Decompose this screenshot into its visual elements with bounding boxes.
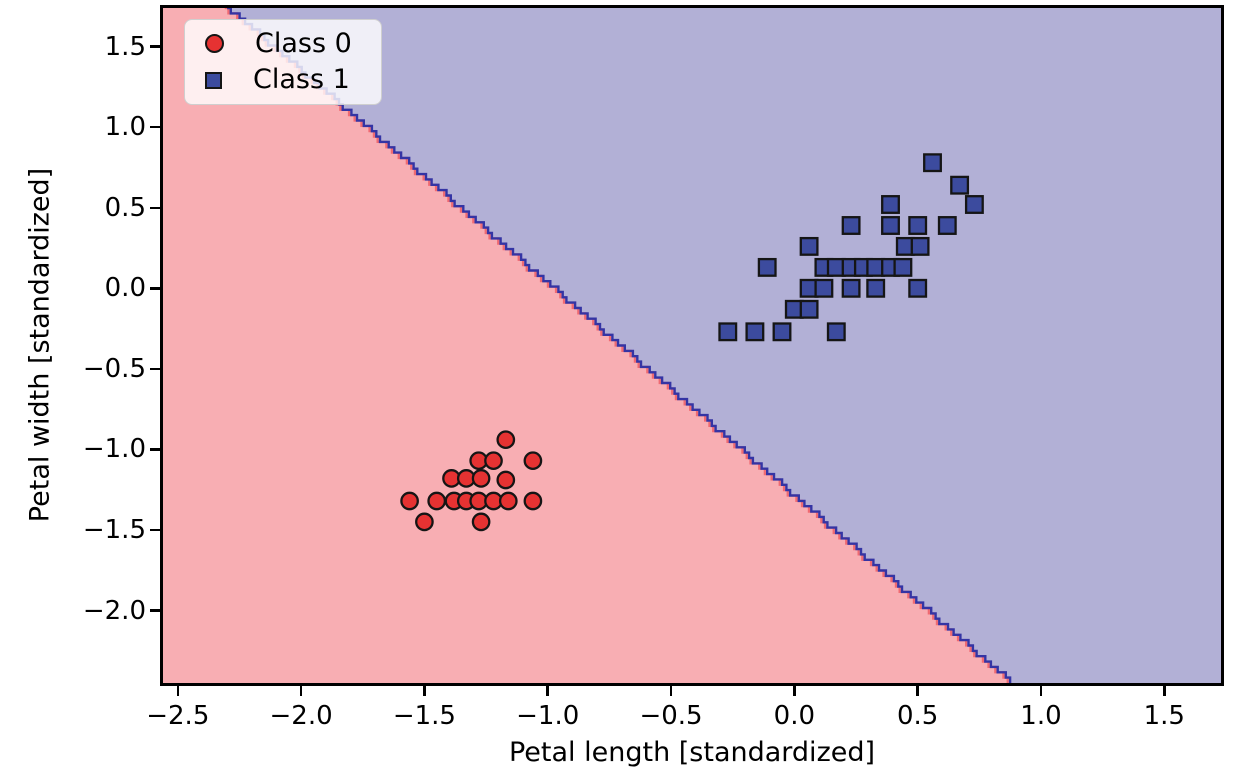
class-0-point [471, 469, 491, 488]
legend: Class 0 Class 1 [184, 19, 382, 105]
class-1-point [826, 322, 846, 342]
class-1-point [799, 299, 819, 319]
class-0-point [496, 470, 516, 490]
class-1-point [908, 278, 928, 298]
x-tick-mark [546, 686, 549, 696]
y-tick-label: 0.5 [104, 192, 146, 223]
class-0-point [498, 491, 518, 511]
class-0-circle-icon [205, 34, 224, 54]
x-tick-label: −2.0 [269, 701, 333, 731]
y-tick-label: −1.0 [82, 434, 146, 465]
x-tick-label: 0.0 [773, 701, 816, 731]
y-axis-label: Petal width [standardized] [24, 167, 56, 523]
y-tick-mark [150, 45, 160, 48]
y-tick-label: −2.0 [82, 595, 146, 626]
class-1-point [881, 195, 900, 214]
class-1-point [937, 216, 957, 235]
class-0-point [496, 430, 516, 450]
region-class-1 [227, 8, 1221, 683]
class-1-point [718, 322, 738, 342]
class-1-point [893, 257, 913, 277]
legend-label-class-0: Class 0 [255, 27, 352, 59]
y-tick-mark [150, 125, 160, 129]
class-1-point [950, 175, 970, 195]
class-0-point [484, 451, 503, 471]
y-tick-mark [150, 287, 160, 290]
decision-boundary-red-edge [224, 8, 1009, 683]
x-tick-mark [176, 686, 180, 696]
class-0-point [415, 512, 434, 532]
legend-label-class-1: Class 1 [253, 64, 350, 96]
class-1-point [923, 153, 942, 173]
class-1-point [757, 257, 777, 277]
legend-entry-class-1: Class 1 [205, 65, 381, 95]
y-tick-label: 1.5 [104, 31, 146, 62]
y-tick-mark [150, 206, 160, 209]
x-tick-mark [299, 686, 303, 696]
x-tick-label: −1.0 [516, 701, 580, 731]
x-tick-label: −1.5 [392, 701, 456, 731]
class-1-point [866, 278, 886, 298]
x-tick-label: 1.5 [1143, 701, 1185, 731]
x-tick-mark [669, 686, 673, 696]
x-tick-mark [916, 686, 919, 696]
class-1-point [745, 322, 765, 342]
x-tick-label: 1.0 [1020, 701, 1062, 731]
decision-region-canvas [163, 8, 1221, 683]
y-tick-mark [150, 528, 160, 532]
x-tick-mark [1039, 686, 1043, 696]
class-1-point [908, 216, 928, 235]
class-0-point [471, 512, 491, 532]
class-1-point [772, 322, 792, 342]
x-tick-label: −0.5 [639, 701, 703, 731]
y-tick-label: 1.0 [104, 112, 146, 143]
y-tick-mark [150, 367, 160, 371]
x-tick-mark [423, 686, 426, 696]
class-1-point [881, 216, 900, 235]
y-tick-label: −1.5 [82, 514, 146, 545]
class-1-point [841, 216, 861, 235]
class-1-point [964, 195, 984, 214]
class-1-point [910, 236, 930, 256]
class-1-square-icon [205, 71, 222, 89]
decision-boundary [227, 8, 1012, 683]
class-0-point [427, 491, 447, 511]
x-tick-label: 0.5 [896, 701, 939, 731]
x-tick-label: −2.5 [146, 701, 210, 731]
y-tick-label: 0.0 [104, 273, 146, 304]
class-0-point [523, 451, 543, 471]
plot-area: Class 0 Class 1 [160, 5, 1224, 686]
y-tick-label: −0.5 [82, 353, 146, 384]
class-1-point [814, 278, 834, 298]
legend-entry-class-0: Class 0 [205, 29, 381, 59]
class-1-point [799, 236, 819, 256]
x-tick-mark [1163, 686, 1166, 696]
x-tick-mark [793, 686, 796, 696]
class-0-point [400, 491, 419, 511]
class-0-point [523, 491, 543, 511]
y-tick-mark [150, 609, 160, 612]
class-1-point [841, 278, 861, 298]
x-axis-label: Petal length [standardized] [508, 737, 876, 768]
y-tick-mark [150, 448, 160, 451]
